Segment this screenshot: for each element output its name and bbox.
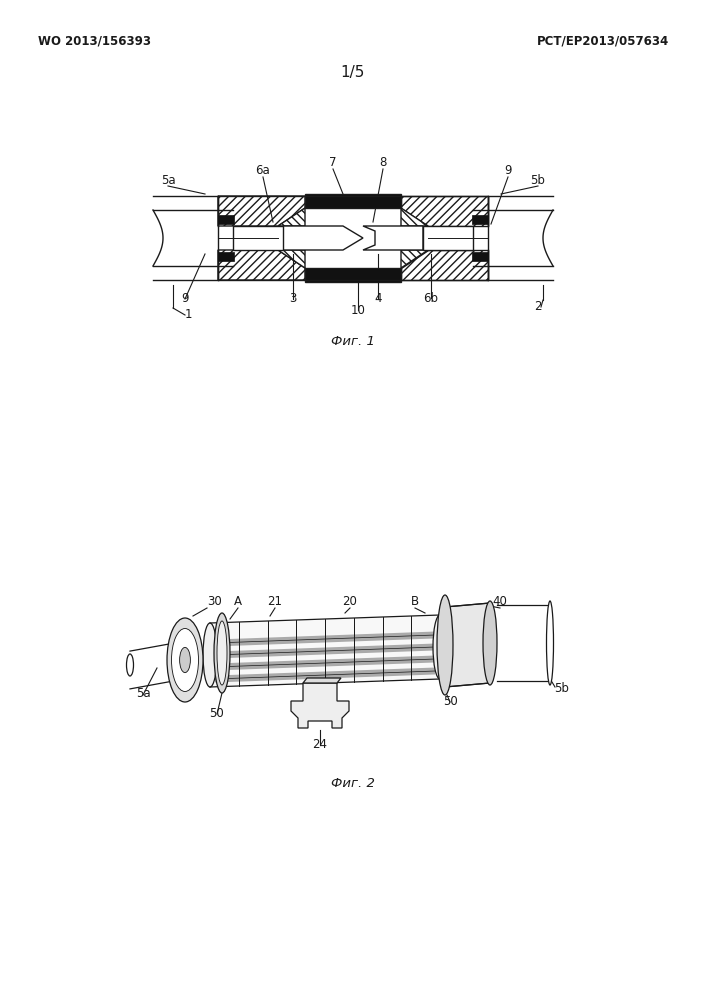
Text: 5b: 5b [530,174,545,187]
Polygon shape [283,226,363,250]
Polygon shape [401,208,428,226]
Text: 40: 40 [493,595,508,608]
Bar [472,215,488,224]
Polygon shape [363,226,423,250]
Text: WO 2013/156393: WO 2013/156393 [38,35,151,48]
Text: 1: 1 [185,308,192,321]
Polygon shape [473,210,553,266]
Ellipse shape [217,621,227,685]
Text: 3: 3 [289,292,297,305]
Text: 6b: 6b [423,292,438,305]
Text: 7: 7 [329,156,337,169]
Ellipse shape [180,647,190,673]
Polygon shape [401,250,488,280]
Ellipse shape [437,595,453,695]
Text: Фиг. 1: Фиг. 1 [331,335,375,348]
Text: 50: 50 [209,707,224,720]
Text: 4: 4 [374,292,382,305]
Ellipse shape [167,618,203,702]
Text: 9: 9 [181,292,189,305]
Text: 5b: 5b [554,682,569,695]
Polygon shape [218,250,305,280]
Text: 9: 9 [504,164,512,177]
Polygon shape [401,196,488,226]
Polygon shape [401,250,428,268]
Text: 8: 8 [380,156,387,169]
Text: 6a: 6a [256,164,270,177]
Polygon shape [278,208,305,226]
Text: 10: 10 [351,304,366,317]
Text: 1/5: 1/5 [341,65,366,80]
Ellipse shape [483,601,497,685]
Polygon shape [303,678,341,683]
Ellipse shape [547,601,554,685]
Polygon shape [291,683,349,728]
Polygon shape [153,210,233,266]
Text: 50: 50 [443,695,457,708]
Text: B: B [411,595,419,608]
Text: 24: 24 [312,738,327,751]
Text: PCT/EP2013/057634: PCT/EP2013/057634 [537,35,669,48]
Polygon shape [218,196,305,226]
Text: 2: 2 [534,300,542,313]
Bar [218,196,488,280]
Polygon shape [278,250,305,268]
Bar [218,215,234,224]
Text: 30: 30 [208,595,223,608]
Text: 20: 20 [343,595,358,608]
Ellipse shape [433,615,447,679]
Ellipse shape [127,654,134,676]
Bar [233,226,283,250]
Ellipse shape [214,613,230,693]
Ellipse shape [172,629,199,692]
Bar [423,226,473,250]
Polygon shape [445,603,490,687]
Text: 5a: 5a [160,174,175,187]
Bar [305,268,401,282]
Text: 21: 21 [267,595,283,608]
Bar [218,252,234,261]
Bar [305,194,401,208]
Text: A: A [234,595,242,608]
Polygon shape [210,615,440,687]
Bar [472,252,488,261]
Ellipse shape [203,623,217,687]
Text: 5a: 5a [136,687,151,700]
Text: Фиг. 2: Фиг. 2 [331,777,375,790]
